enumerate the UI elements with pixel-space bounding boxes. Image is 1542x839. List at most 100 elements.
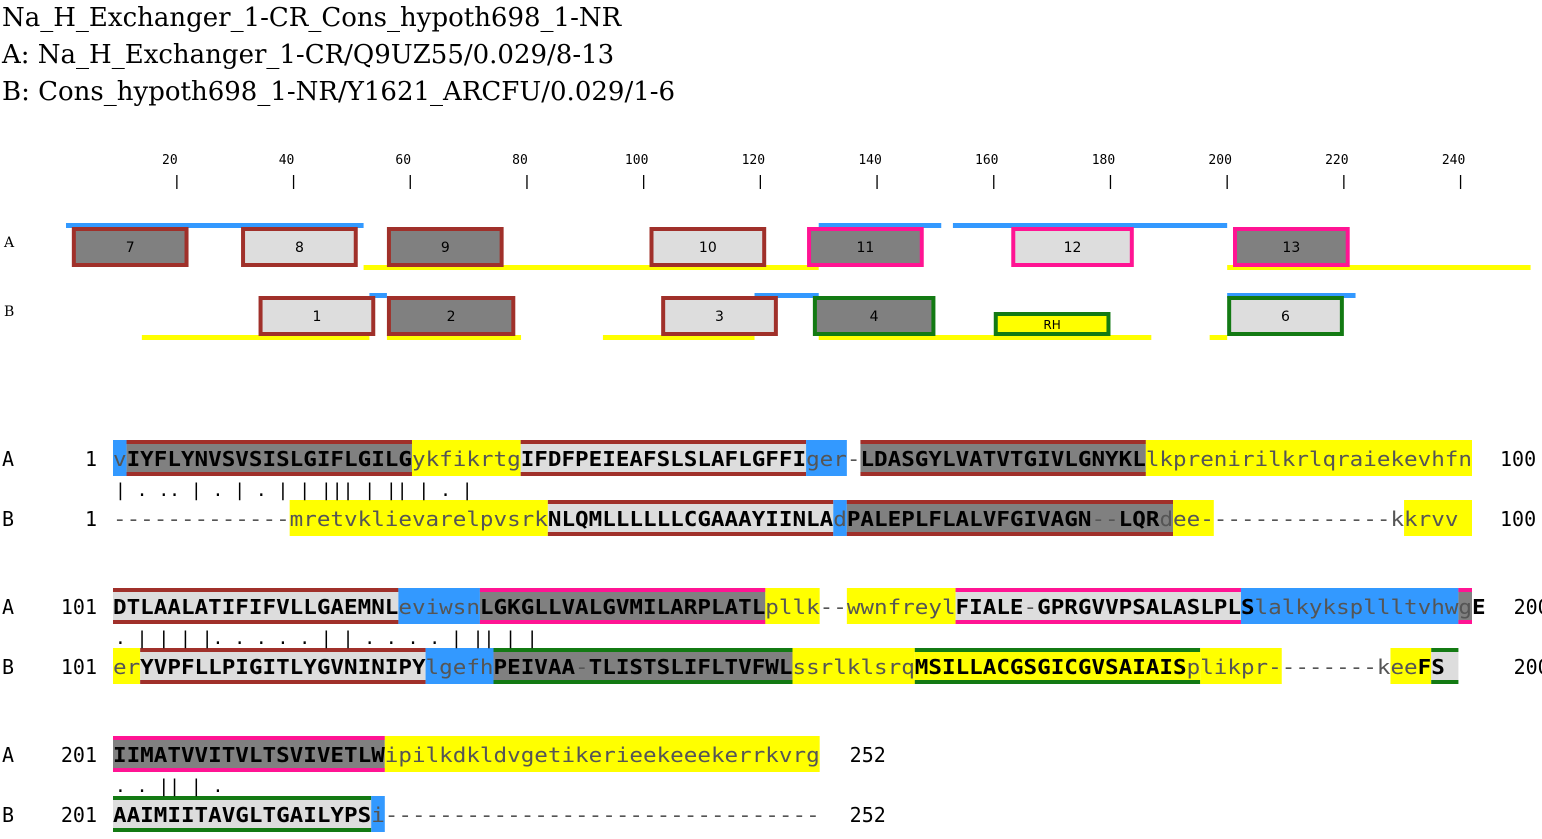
region-bar — [113, 736, 385, 740]
region-bar — [955, 620, 1241, 624]
ruler-tick-label: 20 — [162, 153, 178, 168]
track-gap — [521, 291, 603, 341]
row-label-a: A — [2, 447, 14, 471]
sequence-a-description: A: Na_H_Exchanger_1-CR/Q9UZ55/0.029/8-13 — [2, 40, 615, 70]
sequence-region — [1200, 648, 1282, 684]
sequence-region — [289, 500, 548, 536]
domain-box — [386, 296, 516, 336]
region-bar — [113, 768, 385, 772]
ruler-tick-label: 160 — [975, 153, 998, 168]
region-bar — [1458, 588, 1472, 592]
sequence-region — [113, 588, 399, 624]
residues-upper: E — [1472, 595, 1486, 619]
row-start-b: 201 — [61, 803, 97, 827]
residues-upper: IFDFPEIEAFSLSLAFLGFFI — [521, 447, 806, 471]
residues-lower: - — [575, 655, 589, 679]
track-line-yellow — [141, 335, 370, 340]
domain-box — [258, 296, 376, 336]
domain-box-label: 9 — [441, 240, 450, 256]
residues-upper: DTLAALATIFIFVLLGAEMNL — [113, 595, 398, 619]
region-bar — [1431, 648, 1459, 652]
track-line-blue — [1227, 293, 1356, 298]
domain-box-label: 13 — [1282, 240, 1300, 256]
row-start-a: 101 — [61, 595, 97, 619]
region-bar — [520, 440, 807, 444]
sequence-region — [914, 648, 1201, 684]
track-line-yellow — [1227, 265, 1531, 270]
domain-box — [71, 227, 189, 267]
track-line-yellow — [386, 335, 522, 340]
sequence-region — [860, 440, 1146, 476]
domain-box — [993, 312, 1111, 336]
track-line-blue — [66, 223, 364, 228]
residues-lower: d — [833, 507, 847, 531]
sequence-region — [1240, 588, 1459, 624]
sequence-region — [846, 500, 1174, 536]
track-gap — [1151, 291, 1210, 341]
match-line: . . || | . — [115, 776, 223, 797]
sequence-region — [113, 736, 385, 772]
sequence-region — [547, 500, 834, 536]
region-bar — [126, 440, 412, 444]
track-label-a: A — [3, 235, 15, 251]
sequence-b: -------------mretvklievarelpvsrk NLQMLLLL… — [113, 507, 1458, 531]
region-bar — [846, 500, 1174, 504]
region-bar — [113, 796, 372, 800]
residues-upper: YVPFLLPIGITLYGVNINIPY — [140, 655, 425, 679]
sequence-region — [1404, 500, 1472, 536]
region-bar — [914, 680, 1201, 684]
row-start-a: 201 — [61, 743, 97, 767]
domain-box-label: 6 — [1281, 309, 1290, 325]
domain-box-label: 11 — [856, 240, 874, 256]
sequence-region — [425, 648, 494, 684]
residues-upper: NLQMLLLLLLCGAAAYIINLA — [548, 507, 833, 531]
region-bar — [493, 680, 793, 684]
region-bar — [140, 680, 426, 684]
region-bar — [1458, 620, 1472, 624]
track-label-b: B — [4, 304, 14, 320]
domain-box — [661, 296, 778, 336]
domain-box — [1227, 296, 1344, 336]
sequence-a: DTLAALATIFIFVLLGAEMNL eviwsn LGKGLLVALGVMI… — [113, 595, 1486, 619]
sequence-region — [411, 440, 521, 476]
residues-lower: plikpr--------kee — [1187, 655, 1418, 679]
track-line-yellow — [363, 265, 819, 270]
region-bar — [126, 472, 412, 476]
sequence-region — [384, 736, 820, 772]
region-bar — [846, 532, 1174, 536]
sequence-a: vIYFLYNVSVSISLGIFLGILG ykfikrtg IFDFPEIEAF… — [113, 447, 1472, 471]
track-line-yellow — [818, 335, 1228, 340]
sequence-region — [520, 440, 807, 476]
region-bar — [860, 440, 1146, 444]
ruler-tick-label: 200 — [1208, 153, 1231, 168]
sequence-region — [1458, 588, 1472, 624]
region-bar — [1431, 680, 1459, 684]
region-bar — [113, 620, 399, 624]
sequence-region — [479, 588, 766, 624]
region-bar — [493, 648, 793, 652]
region-bar — [140, 648, 426, 652]
region-bar — [547, 500, 834, 504]
region-bar — [479, 620, 766, 624]
domain-box — [386, 227, 504, 267]
sequence-b-description: B: Cons_hypoth698_1-NR/Y1621_ARCFU/0.029… — [2, 77, 676, 107]
domain-box — [241, 227, 358, 267]
residues-lower: pllk--wwnfreyl — [765, 595, 955, 619]
residues-lower: lkprenirilkrlqraiekevhfn — [1146, 447, 1472, 471]
sequence-alignment: A B 1 1 100 100 vIYFLYNVSVSISLGIFLGILG ykfikrtg… — [2, 440, 1542, 832]
region-bar — [520, 472, 807, 476]
domain-box-label: 2 — [447, 309, 456, 325]
track-line-blue — [369, 293, 387, 298]
row-end-b: 252 — [850, 803, 886, 827]
residues-lower: lalkykspllltvhwg — [1255, 595, 1472, 619]
residues-upper: IYFLYNVSVSISLGIFLGILG — [127, 447, 412, 471]
row-start-b: 1 — [85, 507, 97, 531]
match-line: | . .. | . | . | | ||| | || | . | — [115, 480, 473, 501]
track-line-blue — [818, 223, 1228, 228]
residues-upper: PALEPLFLALVFGIVAGN — [847, 507, 1092, 531]
row-label-b: B — [2, 655, 14, 679]
track-line-yellow — [602, 335, 755, 340]
residues-lower: i-------------------------------- — [371, 803, 819, 827]
sequence-region — [113, 648, 141, 684]
